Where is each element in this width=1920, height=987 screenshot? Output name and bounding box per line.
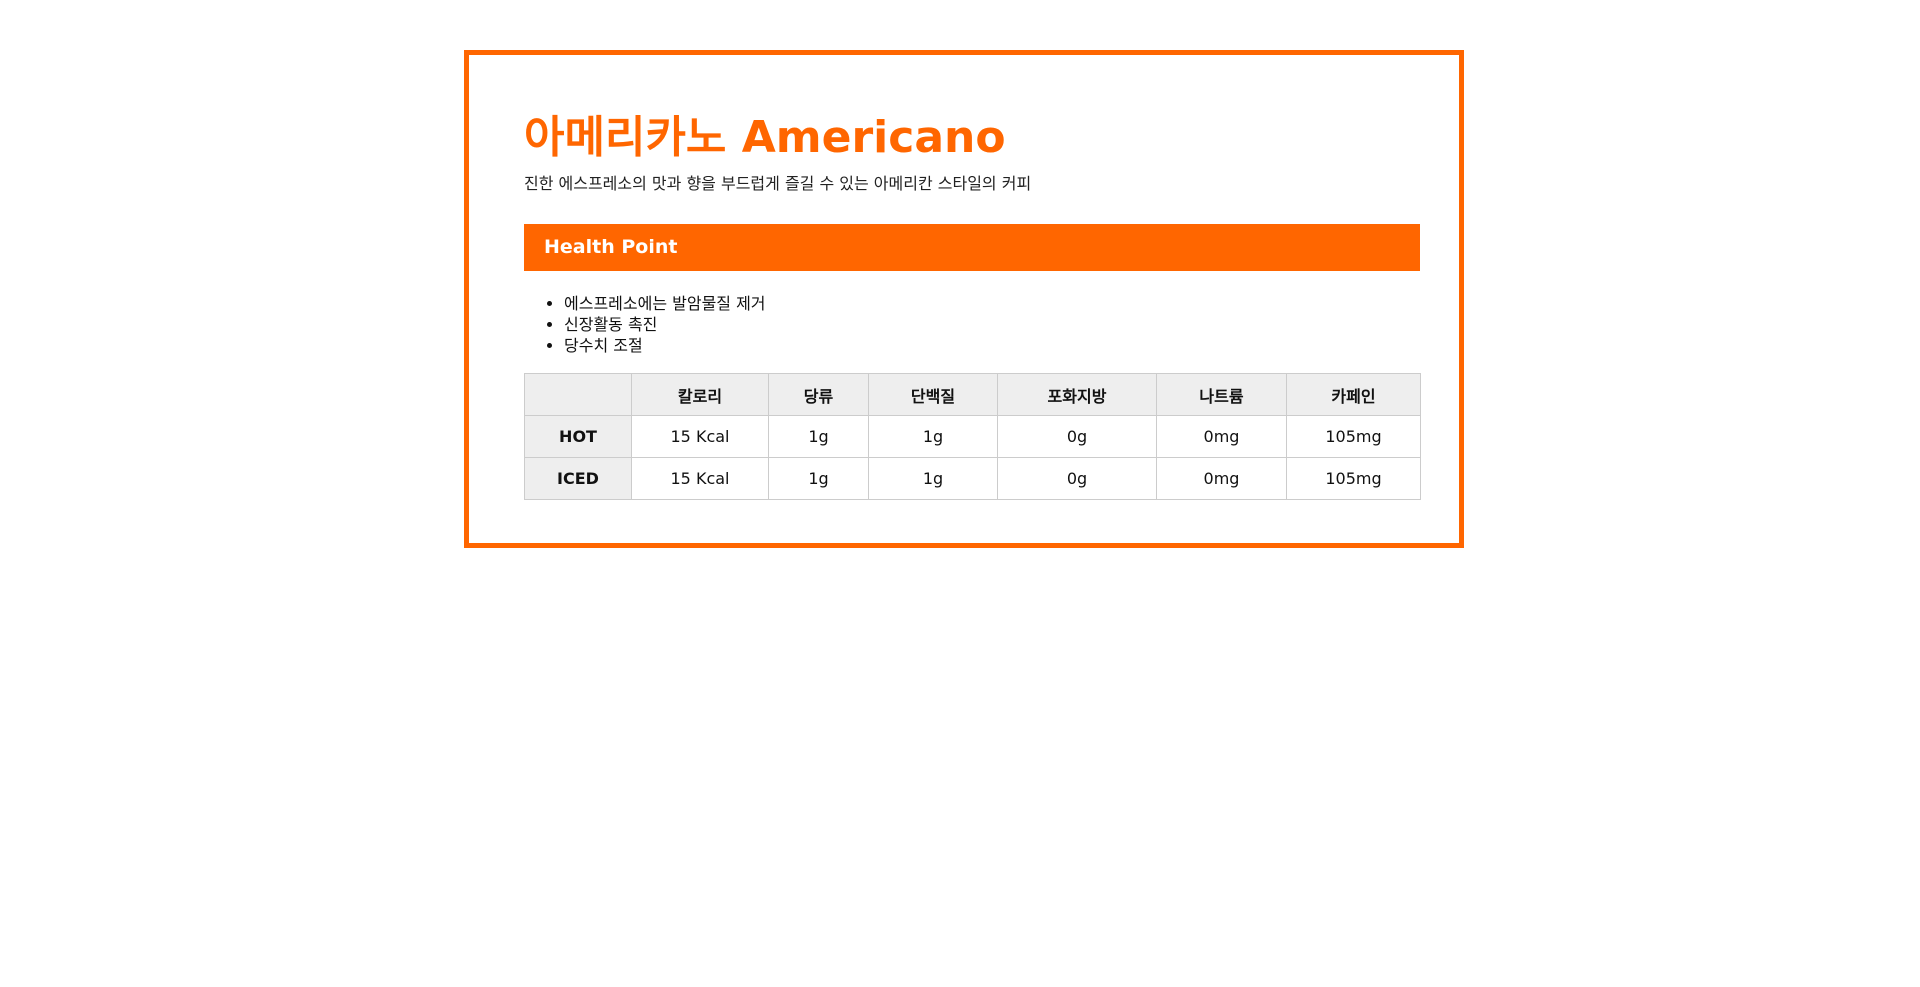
nutrition-table: 칼로리 당류 단백질 포화지방 나트륨 카페인 HOT 15 Kcal 1g 1…	[524, 373, 1421, 500]
table-cell: 0mg	[1156, 415, 1287, 458]
health-point-item: 신장활동 촉진	[564, 314, 1420, 335]
health-points-list: 에스프레소에는 발암물질 제거 신장활동 촉진 당수치 조절	[524, 293, 1420, 356]
table-header-cell-empty	[524, 373, 632, 416]
health-point-item: 에스프레소에는 발암물질 제거	[564, 293, 1420, 314]
row-label-hot: HOT	[524, 415, 632, 458]
table-cell: 105mg	[1286, 457, 1421, 500]
table-cell: 0g	[997, 457, 1157, 500]
table-header-sodium: 나트륨	[1156, 373, 1287, 416]
table-header-protein: 단백질	[868, 373, 998, 416]
product-card: 아메리카노 Americano 진한 에스프레소의 맛과 향을 부드럽게 즐길 …	[464, 50, 1464, 548]
product-description: 진한 에스프레소의 맛과 향을 부드럽게 즐길 수 있는 아메리칸 스타일의 커…	[524, 174, 1032, 193]
row-label-iced: ICED	[524, 457, 632, 500]
health-point-item: 당수치 조절	[564, 335, 1420, 356]
table-cell: 1g	[868, 457, 998, 500]
table-cell: 15 Kcal	[631, 415, 769, 458]
table-header-caffeine: 카페인	[1286, 373, 1421, 416]
table-header-row: 칼로리 당류 단백질 포화지방 나트륨 카페인	[524, 373, 1421, 416]
table-cell: 0g	[997, 415, 1157, 458]
table-header-calories: 칼로리	[631, 373, 769, 416]
health-point-heading: Health Point	[524, 224, 1420, 271]
product-content: 아메리카노 Americano 진한 에스프레소의 맛과 향을 부드럽게 즐길 …	[524, 110, 1421, 500]
product-title: 아메리카노 Americano	[524, 112, 1006, 163]
table-header-saturated-fat: 포화지방	[997, 373, 1157, 416]
table-cell: 15 Kcal	[631, 457, 769, 500]
table-cell: 105mg	[1286, 415, 1421, 458]
table-cell: 1g	[768, 457, 869, 500]
table-row: ICED 15 Kcal 1g 1g 0g 0mg 105mg	[524, 457, 1421, 500]
table-cell: 0mg	[1156, 457, 1287, 500]
table-row: HOT 15 Kcal 1g 1g 0g 0mg 105mg	[524, 415, 1421, 458]
table-cell: 1g	[768, 415, 869, 458]
table-header-sugar: 당류	[768, 373, 869, 416]
table-cell: 1g	[868, 415, 998, 458]
